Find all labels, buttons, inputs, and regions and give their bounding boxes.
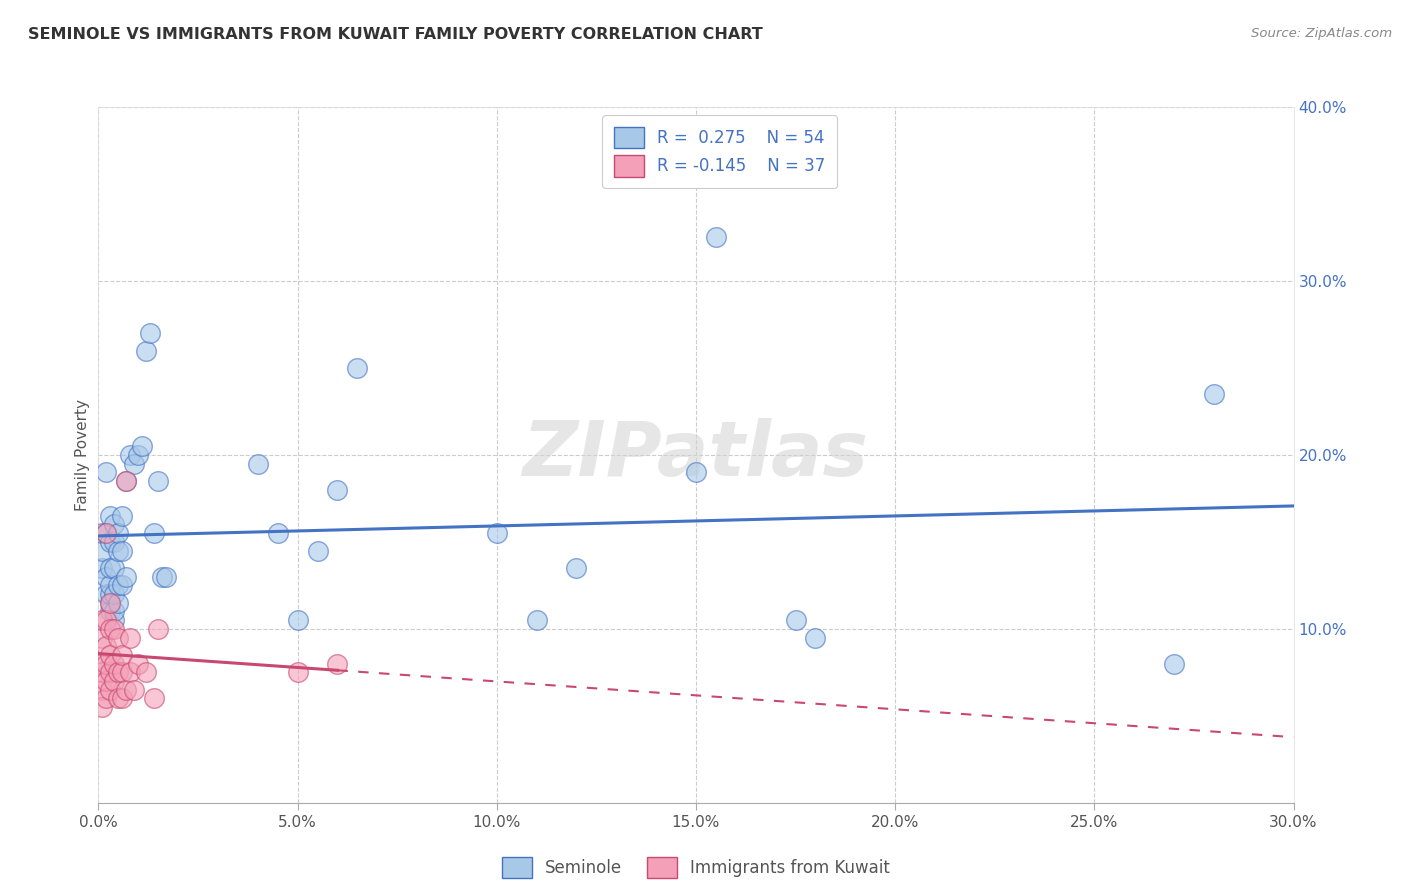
Point: [98, 587, 122, 601]
Point: [103, 674, 125, 689]
Point: [96, 570, 118, 584]
Point: [91, 526, 114, 541]
Point: [111, 648, 134, 662]
Point: [287, 613, 309, 627]
Point: [107, 578, 129, 592]
Point: [346, 360, 368, 375]
Point: [96, 674, 118, 689]
Point: [127, 657, 149, 671]
Point: [103, 613, 125, 627]
Point: [111, 508, 134, 523]
Point: [150, 570, 173, 584]
Point: [115, 570, 138, 584]
Point: [91, 631, 114, 645]
Point: [91, 613, 114, 627]
Point: [135, 665, 157, 680]
Point: [98, 578, 122, 592]
Point: [96, 657, 118, 671]
Point: [98, 534, 122, 549]
Point: [143, 526, 166, 541]
Point: [91, 700, 114, 714]
Point: [127, 448, 149, 462]
Point: [107, 526, 129, 541]
Point: [120, 631, 142, 645]
Point: [155, 570, 177, 584]
Point: [1202, 387, 1225, 401]
Point: [96, 587, 118, 601]
Point: [98, 605, 122, 619]
Point: [124, 682, 146, 697]
Text: SEMINOLE VS IMMIGRANTS FROM KUWAIT FAMILY POVERTY CORRELATION CHART: SEMINOLE VS IMMIGRANTS FROM KUWAIT FAMIL…: [28, 27, 763, 42]
Point: [103, 517, 125, 532]
Point: [107, 596, 129, 610]
Point: [131, 439, 153, 453]
Point: [120, 665, 142, 680]
Point: [246, 457, 269, 471]
Point: [111, 543, 134, 558]
Point: [98, 648, 122, 662]
Point: [98, 665, 122, 680]
Point: [785, 613, 807, 627]
Y-axis label: Family Poverty: Family Poverty: [75, 399, 90, 511]
Point: [307, 543, 329, 558]
Point: [124, 457, 146, 471]
Point: [111, 665, 134, 680]
Point: [96, 466, 118, 480]
Point: [103, 657, 125, 671]
Point: [98, 596, 122, 610]
Point: [135, 343, 157, 358]
Point: [326, 483, 349, 497]
Point: [143, 691, 166, 706]
Point: [120, 448, 142, 462]
Point: [91, 657, 114, 671]
Point: [267, 526, 290, 541]
Point: [526, 613, 548, 627]
Point: [91, 682, 114, 697]
Point: [485, 526, 508, 541]
Point: [111, 691, 134, 706]
Point: [804, 631, 827, 645]
Point: [115, 474, 138, 488]
Point: [148, 622, 170, 636]
Legend: Seminole, Immigrants from Kuwait: Seminole, Immigrants from Kuwait: [495, 850, 897, 885]
Point: [1163, 657, 1185, 671]
Point: [103, 534, 125, 549]
Point: [103, 605, 125, 619]
Point: [103, 561, 125, 575]
Point: [91, 543, 114, 558]
Text: Source: ZipAtlas.com: Source: ZipAtlas.com: [1251, 27, 1392, 40]
Point: [704, 230, 727, 244]
Point: [139, 326, 162, 340]
Point: [98, 508, 122, 523]
Point: [148, 474, 170, 488]
Point: [107, 665, 129, 680]
Text: ZIPatlas: ZIPatlas: [523, 418, 869, 491]
Point: [91, 561, 114, 575]
Point: [98, 682, 122, 697]
Point: [326, 657, 349, 671]
Point: [107, 543, 129, 558]
Point: [91, 665, 114, 680]
Point: [103, 622, 125, 636]
Point: [103, 587, 125, 601]
Point: [115, 474, 138, 488]
Point: [96, 526, 118, 541]
Point: [96, 639, 118, 653]
Point: [96, 526, 118, 541]
Point: [685, 466, 707, 480]
Point: [107, 631, 129, 645]
Point: [107, 691, 129, 706]
Point: [96, 613, 118, 627]
Point: [115, 682, 138, 697]
Point: [287, 665, 309, 680]
Point: [565, 561, 588, 575]
Point: [96, 691, 118, 706]
Point: [111, 578, 134, 592]
Point: [98, 596, 122, 610]
Point: [98, 561, 122, 575]
Point: [98, 622, 122, 636]
